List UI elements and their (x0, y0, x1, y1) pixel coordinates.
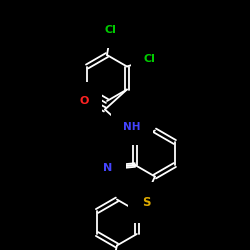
Text: S: S (142, 196, 150, 209)
Text: O: O (79, 96, 88, 106)
Text: Cl: Cl (104, 25, 116, 35)
Text: NH: NH (123, 122, 141, 132)
Text: N: N (104, 163, 112, 173)
Text: Cl: Cl (144, 54, 156, 64)
